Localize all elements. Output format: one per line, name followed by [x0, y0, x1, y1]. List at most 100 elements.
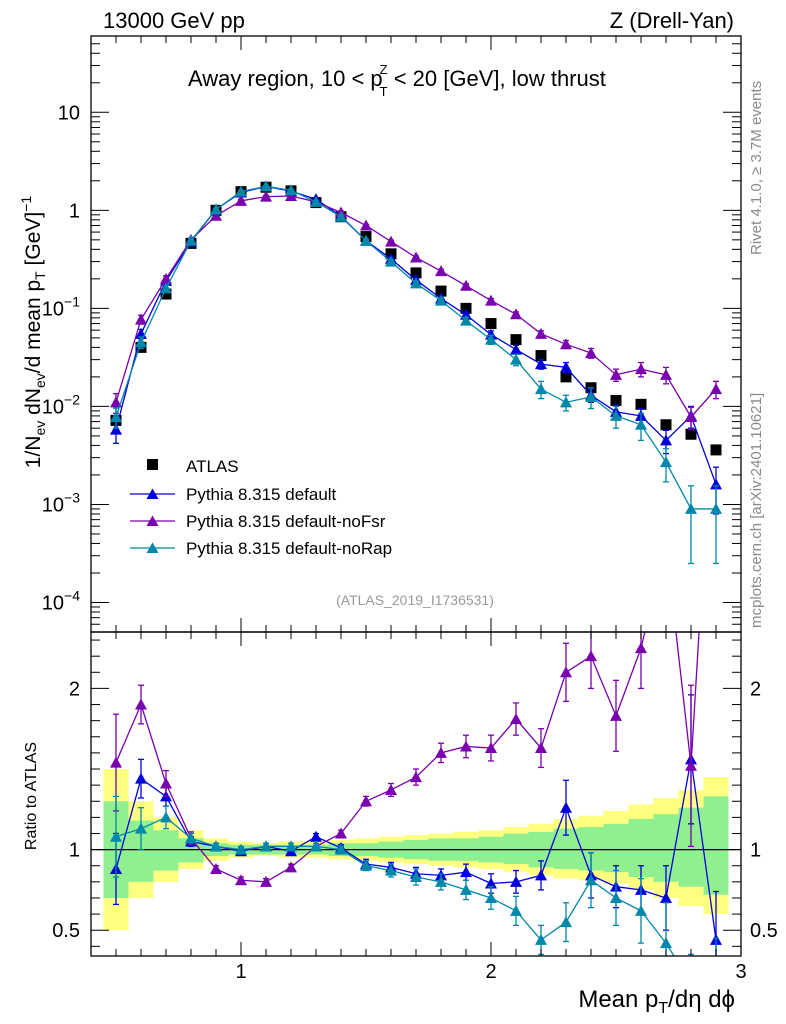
- rivet-version-label: Rivet 4.1.0, ≥ 3.7M events: [748, 81, 765, 255]
- band-inner-bin: [153, 830, 179, 871]
- main-point-noFsr: [285, 190, 297, 202]
- main-point-noRap: [635, 418, 647, 430]
- mcplots-label: mcplots.cern.ch [arXiv:2401.10621]: [748, 393, 765, 628]
- main-point-noRap: [310, 195, 322, 207]
- x-axis-label: Mean pT/dη dϕ: [578, 986, 735, 1017]
- data-point-atlas: [635, 398, 647, 410]
- ratio-point-default: [460, 866, 472, 878]
- ratio-point-noRap: [435, 875, 447, 887]
- main-point-noFsr: [160, 272, 172, 284]
- main-point-noRap: [260, 180, 272, 192]
- legend-label-nofsr: Pythia 8.315 default-noFsr: [186, 512, 386, 531]
- main-point-noRap: [610, 409, 622, 421]
- ratio-point-noRap: [235, 843, 247, 855]
- main-point-noFsr: [510, 308, 522, 320]
- main-point-noFsr: [360, 219, 372, 231]
- ratio-series-group: [110, 344, 722, 976]
- ratio-point-noFsr: [510, 713, 522, 725]
- data-point-atlas: [510, 334, 522, 346]
- ratio-point-noFsr: [435, 746, 447, 758]
- ratio-point-noFsr: [710, 344, 722, 355]
- main-point-noRap: [110, 410, 122, 422]
- ratio-point-noFsr: [235, 874, 247, 886]
- main-point-noFsr: [385, 235, 397, 247]
- main-y-axis-label: 1/Nev dNev/d mean pT [GeV]−1: [18, 196, 48, 469]
- ratio-point-noFsr: [135, 698, 147, 710]
- ratio-point-noRap: [210, 840, 222, 852]
- ratio-point-default: [560, 801, 572, 813]
- band-inner-bin: [603, 823, 629, 873]
- legend: ATLAS Pythia 8.315 default Pythia 8.315 …: [130, 457, 392, 558]
- data-point-atlas: [685, 428, 697, 440]
- main-point-noRap: [435, 294, 447, 306]
- main-point-noFsr: [585, 347, 597, 359]
- main-point-default: [660, 434, 672, 446]
- data-point-atlas: [460, 302, 472, 314]
- main-point-noRap: [460, 314, 472, 326]
- ratio-point-noRap: [710, 965, 722, 976]
- ratio-point-noFsr: [535, 742, 547, 754]
- ratio-y-ticks: [91, 639, 741, 947]
- main-line-noFsr: [115, 195, 717, 419]
- ratio-y-tick-label-left: 0.5: [52, 920, 80, 942]
- main-point-noFsr: [710, 383, 722, 395]
- ratio-point-noRap: [660, 937, 672, 949]
- data-point-atlas: [610, 394, 622, 406]
- ratio-y-tick-label-right: 0.5: [750, 920, 778, 942]
- ratio-point-default: [660, 891, 672, 903]
- ratio-point-noRap: [335, 843, 347, 855]
- ratio-point-noFsr: [360, 795, 372, 807]
- main-point-noRap: [210, 203, 222, 215]
- ratio-point-noFsr: [560, 666, 572, 678]
- ratio-y-axis-label: Ratio to ATLAS: [23, 742, 40, 850]
- main-point-noRap: [660, 456, 672, 468]
- main-series-group: [110, 180, 722, 565]
- ratio-point-default: [135, 772, 147, 784]
- ratio-point-noRap: [385, 864, 397, 876]
- main-point-noFsr: [235, 194, 247, 206]
- main-line-default: [115, 185, 717, 485]
- legend-label-atlas: ATLAS: [186, 457, 239, 476]
- data-point-atlas: [485, 318, 497, 330]
- main-point-noFsr: [635, 363, 647, 375]
- main-point-noRap: [160, 282, 172, 294]
- main-title-sub: T: [380, 84, 388, 99]
- ratio-y-tick-label-left: 2: [69, 678, 80, 700]
- ratio-point-noRap: [510, 904, 522, 916]
- main-point-noRap: [385, 255, 397, 267]
- ratio-point-noRap: [160, 811, 172, 823]
- ratio-point-noRap: [610, 891, 622, 903]
- ratio-point-noRap: [560, 916, 572, 928]
- main-point-noFsr: [435, 265, 447, 277]
- main-y-tick-label: 10−3: [42, 489, 80, 516]
- x-tick-label: 2: [485, 961, 496, 983]
- ratio-point-noFsr: [485, 742, 497, 754]
- main-y-tick-label: 10−1: [42, 293, 80, 320]
- ratio-point-noFsr: [285, 861, 297, 873]
- main-point-default: [535, 358, 547, 370]
- main-point-noRap: [335, 210, 347, 222]
- main-title-post: < 20 [GeV], low thrust: [388, 66, 606, 91]
- ratio-point-noRap: [360, 859, 372, 871]
- data-point-atlas: [710, 444, 722, 456]
- data-point-atlas: [410, 267, 422, 279]
- ratio-point-noRap: [485, 891, 497, 903]
- main-point-noFsr: [610, 368, 622, 380]
- main-point-noFsr: [210, 209, 222, 221]
- ratio-point-default: [510, 875, 522, 887]
- ratio-point-noRap: [410, 871, 422, 883]
- main-point-noFsr: [660, 368, 672, 380]
- main-point-noRap: [235, 185, 247, 197]
- ratio-point-noFsr: [660, 537, 672, 548]
- main-point-default: [710, 478, 722, 490]
- main-point-noFsr: [485, 294, 497, 306]
- data-point-atlas: [435, 285, 447, 297]
- main-point-noRap: [560, 396, 572, 408]
- ratio-point-default: [485, 877, 497, 889]
- main-point-noRap: [710, 502, 722, 514]
- data-point-atlas: [535, 350, 547, 362]
- data-point-atlas: [160, 288, 172, 300]
- ratio-point-noFsr: [385, 783, 397, 795]
- band-inner-bin: [503, 833, 529, 865]
